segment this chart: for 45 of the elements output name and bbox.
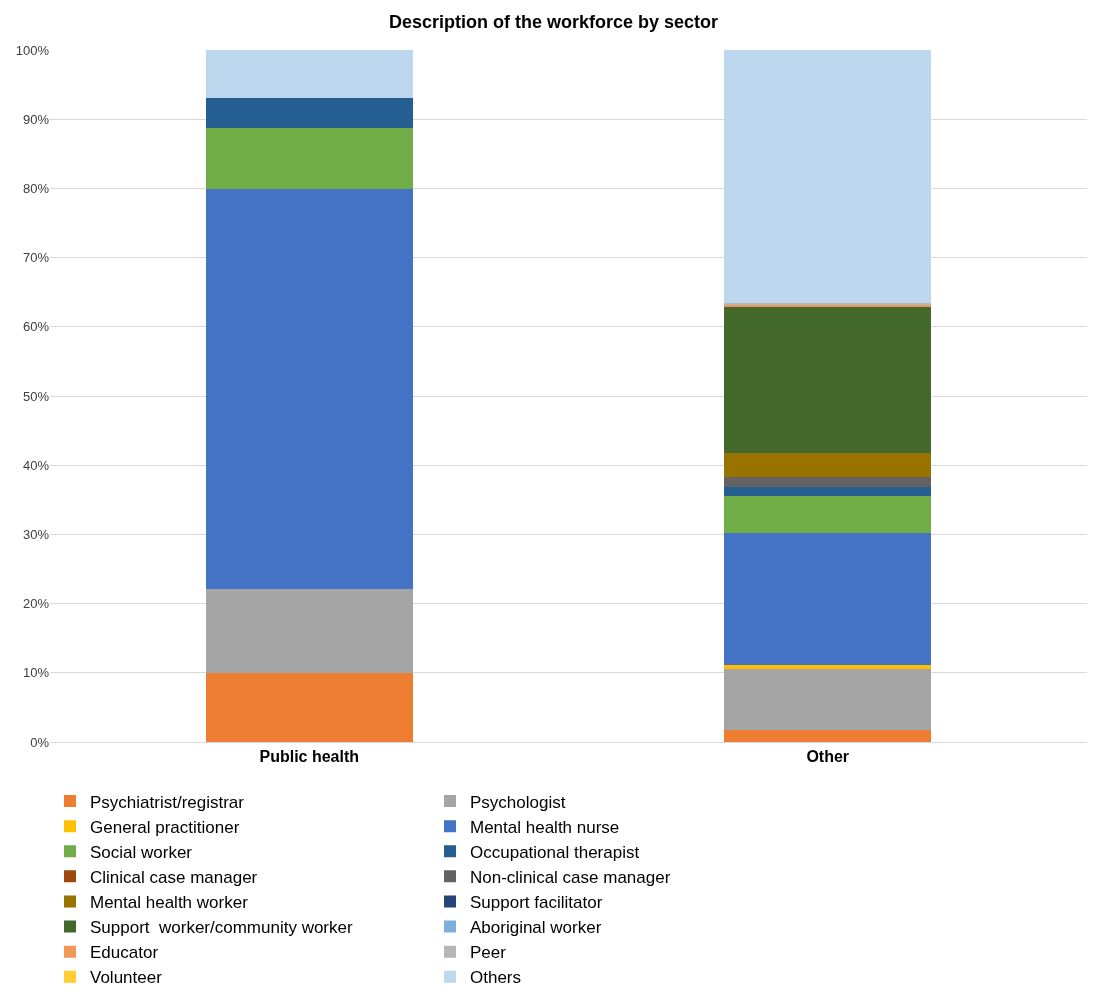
y-tick-label: 60% [22,319,50,335]
legend-label: Psychologist [470,792,566,812]
y-tick-label: 40% [22,457,50,473]
legend-label: Support facilitator [470,893,603,913]
bar [724,495,932,534]
chart-title: Description of the workforce by sector [388,11,719,32]
y-tick-label: 80% [22,180,50,196]
bar [205,98,413,128]
legend-label: Mental health nurse [470,817,620,837]
bar [205,189,413,590]
bar [724,487,932,496]
bar [724,476,932,488]
bar [724,533,932,665]
bar [205,589,413,673]
bar [724,669,932,730]
bar [205,672,413,742]
y-tick-label: 70% [22,250,50,266]
legend-label: Volunteer [90,968,163,988]
bar [205,50,413,99]
bar [724,307,932,453]
legend-label: Clinical case manager [90,868,258,887]
y-tick-label: 20% [22,596,50,612]
legend-label: General practitioner [90,817,240,837]
y-tick-label: 100% [15,42,50,58]
legend-label: Support worker/community worker [90,918,353,938]
bar [205,127,413,190]
legend-label: Psychiatrist/registrar [90,792,245,812]
bar [724,50,932,303]
legend-label: Social worker [90,842,193,862]
y-tick-label: 50% [22,388,50,404]
bar [724,729,932,742]
bar [724,452,932,477]
y-tick-label: 30% [22,526,50,542]
x-tick-label: Other [806,748,850,766]
legend-label: Occupational therapist [470,842,640,862]
legend-label: Non-clinical case manager [470,868,671,887]
legend-label: Others [470,968,522,988]
legend-label: Educator [90,943,159,963]
y-tick-label: 90% [22,111,50,127]
x-tick-label: Public health [259,748,360,766]
legend-label: Aboriginal worker [470,918,602,938]
legend-label: Mental health worker [90,893,249,913]
y-tick-label: 0% [30,734,50,750]
y-tick-label: 10% [22,665,50,681]
legend-label: Peer [470,943,507,963]
